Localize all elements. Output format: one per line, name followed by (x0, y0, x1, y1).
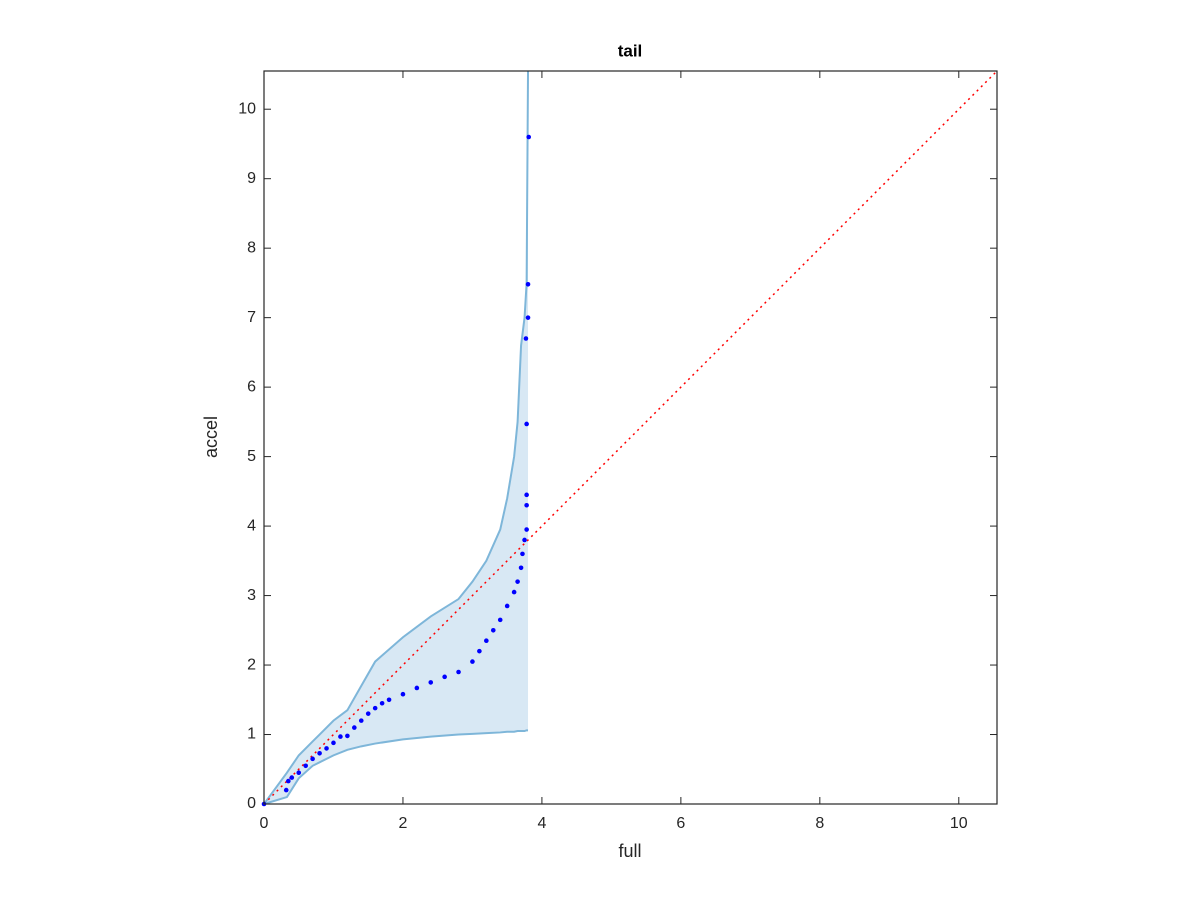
band-upper-line (263, 70, 530, 805)
x-tick-label: 0 (260, 815, 269, 832)
confidence-band (264, 71, 529, 804)
point (331, 740, 336, 746)
y-tick-label: 9 (247, 170, 256, 187)
x-tick-label: 4 (537, 815, 546, 832)
x-tick-label: 2 (399, 815, 408, 832)
point (526, 134, 532, 140)
point (511, 589, 517, 595)
point (522, 537, 527, 543)
point (497, 617, 503, 623)
y-tick-label: 1 (247, 726, 256, 743)
y-tick-label: 3 (247, 587, 256, 604)
point (524, 492, 529, 498)
y-tick-label: 2 (247, 656, 256, 673)
point (523, 336, 529, 341)
point (317, 750, 322, 756)
point (379, 700, 385, 706)
point (372, 705, 378, 711)
y-tick-label: 10 (238, 100, 256, 117)
point (442, 674, 447, 680)
point (286, 778, 291, 784)
point (470, 659, 475, 664)
point (428, 680, 434, 685)
y-tick-label: 4 (247, 517, 256, 534)
point (490, 628, 496, 633)
point (504, 603, 510, 609)
point (524, 421, 529, 427)
band-lower-line (263, 729, 529, 805)
point (338, 734, 343, 739)
point (324, 746, 329, 751)
x-axis-label: full (618, 841, 641, 861)
point (303, 763, 308, 769)
point (283, 787, 289, 793)
point (515, 579, 520, 584)
point (386, 697, 392, 703)
point (525, 281, 531, 287)
x-tick-label: 10 (950, 815, 968, 832)
y-tick-label: 6 (247, 378, 256, 395)
point (484, 638, 489, 644)
chart-title: tail (618, 41, 643, 60)
point (289, 775, 295, 780)
point (345, 733, 350, 739)
x-tick-label: 8 (815, 815, 824, 832)
plot-frame (263, 70, 998, 805)
point (524, 527, 529, 532)
point (400, 691, 406, 697)
point (310, 756, 315, 762)
y-tick-label: 0 (247, 795, 256, 812)
point (358, 718, 364, 723)
x-tick-label: 6 (676, 815, 685, 832)
y-tick-label: 7 (247, 309, 256, 326)
point (524, 502, 529, 508)
point (296, 770, 302, 776)
point (365, 711, 371, 716)
point (518, 565, 524, 571)
y-tick-label: 8 (247, 239, 256, 256)
point (456, 669, 461, 675)
point (525, 315, 531, 320)
point (477, 648, 482, 654)
y-axis-label: accel (201, 416, 221, 458)
point (414, 685, 420, 691)
point (352, 725, 357, 730)
y-tick-label: 5 (247, 448, 256, 465)
point (520, 551, 525, 557)
